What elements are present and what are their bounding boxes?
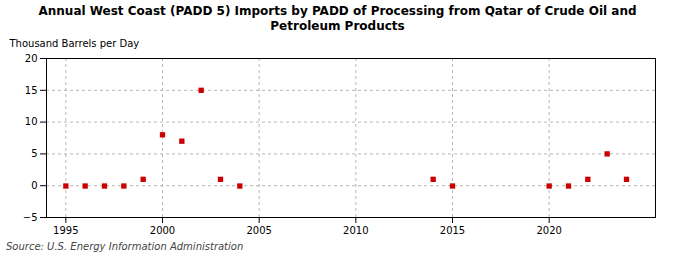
svg-text:2000: 2000	[150, 225, 175, 236]
svg-text:0: 0	[31, 180, 37, 191]
html-text:Annual West Coast (PADD 5) Imp: Annual West Coast (PADD 5) Imports by PA…	[38, 4, 637, 33]
svg-text:Thousand Barrels per Day: Thousand Barrels per Day	[9, 38, 140, 49]
svg-text:2005: 2005	[246, 225, 271, 236]
svg-text:−5: −5	[23, 212, 38, 223]
svg-text:2010: 2010	[343, 225, 368, 236]
svg-text:1995: 1995	[53, 225, 78, 236]
svg-text:2015: 2015	[440, 225, 465, 236]
svg-text:20: 20	[25, 53, 38, 64]
svg-text:15: 15	[25, 85, 38, 96]
svg-text:2020: 2020	[536, 225, 561, 236]
html-text:Source: U.S. Energy Informatio: Source: U.S. Energy Information Administ…	[6, 241, 244, 252]
svg-text:10: 10	[25, 116, 38, 127]
svg-text:5: 5	[31, 148, 37, 159]
